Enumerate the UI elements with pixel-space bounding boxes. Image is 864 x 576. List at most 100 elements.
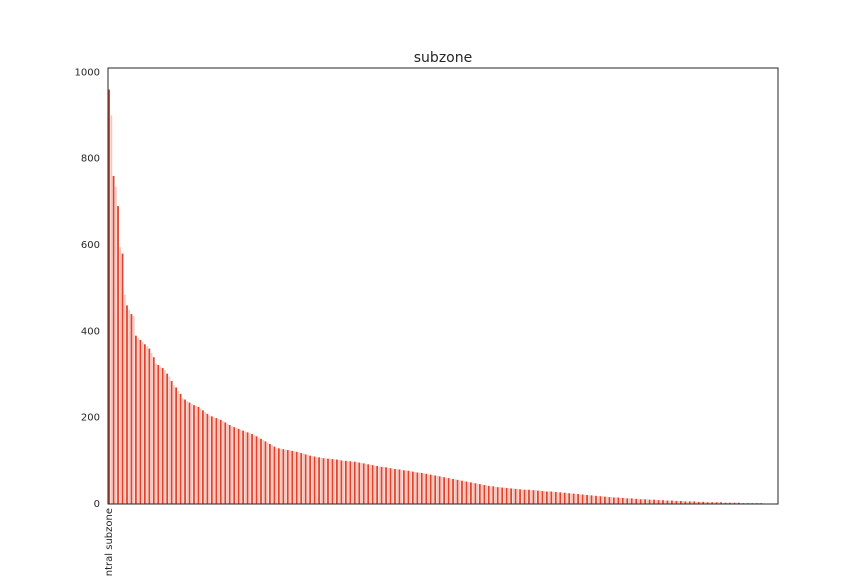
bar [545,491,548,504]
bar [217,418,220,504]
bar [604,496,606,504]
bar [648,499,651,504]
bar [188,402,191,504]
bar [367,464,370,504]
bar [646,499,649,504]
bar [485,485,488,504]
bar [271,445,274,504]
bar [253,434,256,504]
bar [688,501,691,504]
bar [420,472,423,504]
bar [387,467,390,504]
chart-title: subzone [414,50,472,66]
bar [619,497,622,504]
y-tick-label: 600 [81,240,100,251]
bar [731,502,734,504]
bar [630,498,633,504]
bar [615,497,617,504]
bar [650,499,653,504]
bar [624,497,626,504]
bar [503,487,506,504]
y-tick-label: 800 [81,154,100,165]
bar [193,405,195,504]
bar [407,470,410,504]
bar [414,472,416,504]
bar [601,496,604,504]
bar [208,415,211,504]
bar [592,495,595,504]
bar [385,467,387,504]
bar [168,376,171,504]
bar [458,480,461,504]
bar [117,206,119,504]
bar [449,478,452,504]
bar [304,454,307,504]
bar [673,500,676,504]
bar [532,490,535,504]
bar [465,481,468,504]
bar [523,489,526,504]
bar [720,502,722,504]
bar [418,472,421,504]
bar [724,502,727,504]
bar [114,186,117,504]
bar [275,447,278,504]
bar [159,366,162,504]
bar [675,500,678,504]
bar [302,453,305,504]
bar [257,437,260,504]
bar [572,493,575,504]
bar [684,501,687,504]
bar [726,502,729,504]
bar [659,500,662,504]
bar [398,469,401,504]
bar [427,474,430,504]
bar [664,500,667,504]
bar [537,490,539,504]
bar [700,501,702,504]
bar [155,363,157,504]
bar [121,253,124,504]
bar [510,488,513,504]
y-tick-label: 1000 [75,67,100,78]
bar [199,408,202,504]
bar [713,502,716,504]
bar [152,357,155,504]
bar [403,470,405,504]
bar [434,475,437,504]
bar [365,463,367,504]
bar [135,335,137,504]
bar [344,460,347,504]
bar [702,501,705,504]
bar [358,462,361,504]
bar [476,483,479,504]
bar [280,448,282,504]
bar [470,482,472,504]
bar [570,493,573,504]
bar [715,502,718,504]
bar [371,465,374,504]
bar [382,466,385,504]
bar [454,479,457,504]
bar [490,486,492,504]
bar [423,473,425,504]
bar [635,498,638,504]
bar [148,348,151,504]
bar [206,413,209,504]
bar [228,425,231,504]
bar [722,502,725,504]
bar [286,450,289,504]
bar [445,477,448,504]
bar [440,476,443,504]
bar [463,481,466,504]
bar [519,489,521,504]
bar [671,500,673,504]
bar [595,495,597,504]
bar [581,494,584,504]
bar [411,471,414,504]
bar [530,490,533,504]
bar [704,501,707,504]
plot-frame [107,67,779,505]
bar [143,344,146,504]
bar [525,489,528,504]
